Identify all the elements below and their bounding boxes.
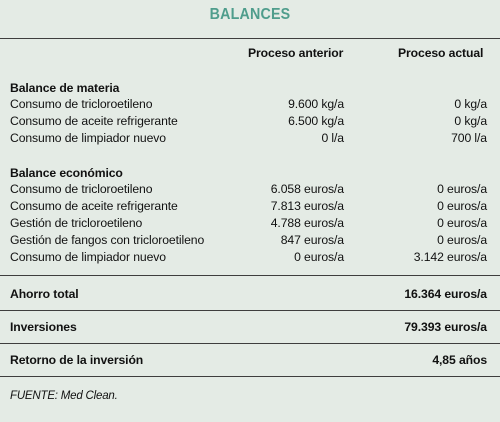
cell-previous: 847 euros/a [280,233,344,247]
total-label-retorno: Retorno de la inversión [10,353,144,367]
cell-previous: 6.500 kg/a [288,114,344,128]
total-label-inversiones: Inversiones [10,320,77,334]
cell-current: 0 euros/a [437,216,487,230]
total-value-retorno: 4,85 años [432,353,487,367]
row-label: Consumo de aceite refrigerante [10,199,178,213]
total-label-ahorro: Ahorro total [10,287,79,301]
section-heading-economico: Balance económico [10,166,123,180]
divider [0,376,500,377]
column-header-current: Proceso actual [398,46,484,60]
row-label: Gestión de fangos con tricloroetileno [10,233,205,247]
row-label: Consumo de tricloroetileno [10,182,153,196]
cell-previous: 6.058 euros/a [270,182,344,196]
row-label: Consumo de limpiador nuevo [10,131,166,145]
cell-current: 0 euros/a [437,233,487,247]
cell-current: 3.142 euros/a [413,250,487,264]
total-value-inversiones: 79.393 euros/a [404,320,487,334]
cell-previous: 0 l/a [321,131,344,145]
column-header-previous: Proceso anterior [248,46,344,60]
cell-current: 0 euros/a [437,182,487,196]
row-label: Consumo de tricloroetileno [10,97,153,111]
cell-current: 700 l/a [451,131,487,145]
total-value-ahorro: 16.364 euros/a [404,287,487,301]
divider [0,38,500,39]
row-label: Gestión de tricloroetileno [10,216,143,230]
divider [0,275,500,276]
cell-current: 0 kg/a [454,114,487,128]
source-note: FUENTE: Med Clean. [10,390,118,402]
section-heading-materia: Balance de materia [10,81,120,95]
divider [0,310,500,311]
cell-current: 0 kg/a [454,97,487,111]
row-label: Consumo de limpiador nuevo [10,250,166,264]
row-label: Consumo de aceite refrigerante [10,114,178,128]
divider [0,343,500,344]
cell-previous: 4.788 euros/a [270,216,344,230]
cell-previous: 7.813 euros/a [270,199,344,213]
cell-current: 0 euros/a [437,199,487,213]
cell-previous: 9.600 kg/a [288,97,344,111]
table-title: BALANCES [209,6,291,23]
cell-previous: 0 euros/a [294,250,344,264]
